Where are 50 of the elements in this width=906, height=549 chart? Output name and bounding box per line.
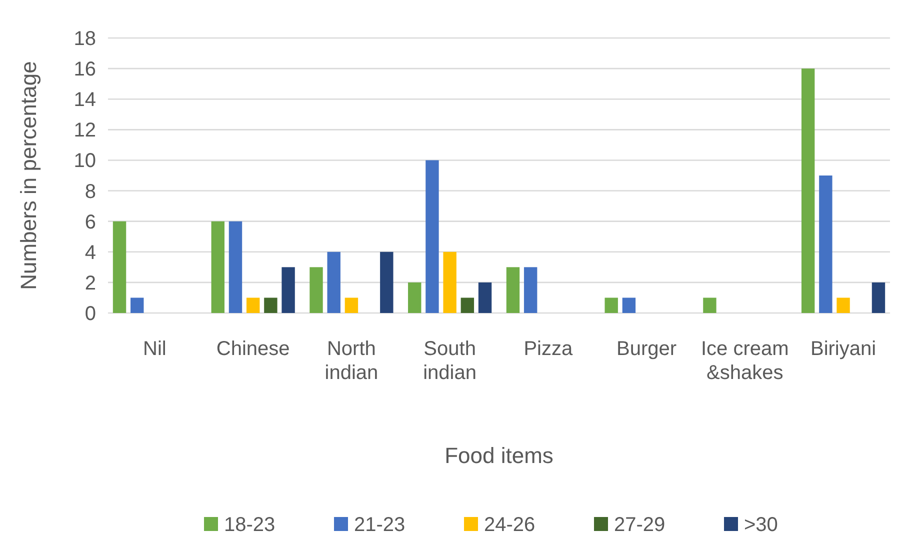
y-tick-label: 10 — [74, 150, 96, 172]
bar — [460, 298, 474, 313]
y-axis-title: Numbers in percentage — [16, 61, 41, 290]
bar — [604, 298, 618, 313]
y-tick-label: 0 — [84, 303, 96, 325]
bar — [801, 68, 815, 313]
y-tick-label: 18 — [74, 28, 96, 50]
bar — [524, 267, 538, 313]
x-tick-label: Burger — [616, 338, 677, 360]
x-tick-label: Pizza — [524, 338, 574, 360]
legend-label: 27-29 — [614, 514, 666, 536]
y-tick-label: 6 — [84, 211, 96, 234]
legend-label: 24-26 — [484, 514, 536, 536]
bar — [264, 298, 278, 313]
bar — [344, 298, 358, 313]
bar — [282, 267, 295, 313]
bar — [622, 298, 636, 313]
y-tick-label: 12 — [74, 120, 96, 142]
y-tick-label: 2 — [84, 272, 96, 294]
bar — [819, 176, 832, 313]
bar — [836, 298, 850, 313]
legend-label: 21-23 — [354, 514, 406, 536]
bar — [211, 221, 224, 313]
bar — [408, 282, 422, 313]
x-tick-label: Nil — [143, 338, 166, 360]
bar — [426, 160, 439, 313]
x-tick-label: South indian — [423, 338, 477, 384]
bar — [703, 298, 716, 313]
bar — [246, 298, 260, 313]
x-tick-label: Chinese — [216, 338, 290, 360]
bar — [130, 298, 144, 313]
y-tick-label: 8 — [84, 180, 96, 203]
bar — [228, 221, 242, 313]
bar — [112, 221, 126, 313]
bar — [380, 252, 394, 313]
y-tick-label: 4 — [84, 242, 96, 264]
x-axis-title: Food items — [444, 443, 554, 468]
bar — [506, 267, 520, 313]
y-tick-label: 16 — [74, 58, 96, 81]
y-tick-label: 14 — [74, 89, 96, 112]
bar — [478, 282, 492, 313]
bar — [872, 282, 886, 313]
x-tick-label: Biriyani — [810, 338, 876, 360]
bar — [443, 252, 456, 313]
bar — [327, 252, 340, 313]
x-tick-label: North indian — [324, 338, 378, 384]
legend-label: 18-23 — [224, 514, 276, 536]
bar — [310, 267, 323, 313]
x-tick-label: Ice cream &shakes — [701, 338, 789, 384]
legend-label: >30 — [744, 514, 778, 536]
